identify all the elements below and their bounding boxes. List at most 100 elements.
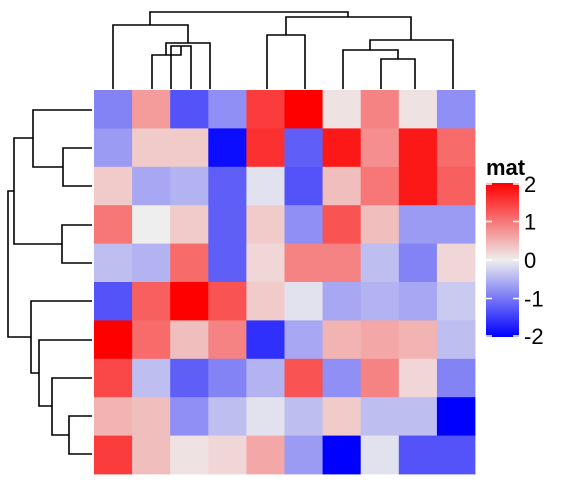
heatmap-cell — [284, 435, 323, 475]
heatmap-cell — [170, 166, 209, 206]
col-dendro-branch — [369, 39, 454, 89]
heatmap-cell — [284, 166, 323, 206]
heatmap-cell — [94, 128, 133, 168]
heatmap-cell — [284, 205, 323, 244]
heatmap-cell — [284, 397, 323, 436]
legend-tick-label: -2 — [524, 324, 544, 349]
heatmap-cell — [170, 435, 209, 475]
heatmap-cell — [436, 90, 476, 129]
heatmap-cell — [322, 435, 362, 475]
heatmap-cell — [170, 243, 209, 283]
heatmap-cell — [246, 358, 285, 398]
col-dendro-branch — [266, 34, 306, 89]
heatmap-cell — [208, 166, 247, 206]
heatmap-cell — [322, 243, 362, 283]
heatmap-cell — [132, 205, 171, 244]
heatmap-cell — [208, 282, 247, 321]
heatmap-cell — [436, 166, 476, 206]
row-dendro-branch — [68, 415, 92, 455]
heatmap-cell — [170, 282, 209, 321]
heatmap-cell — [398, 435, 438, 475]
heatmap-cell — [360, 320, 400, 360]
row-dendro-branch — [30, 300, 92, 374]
heatmap-cell — [170, 205, 209, 244]
heatmap-cell — [322, 128, 362, 168]
heatmap-cell — [246, 90, 285, 129]
heatmap-cell — [284, 358, 323, 398]
heatmap-cell — [322, 166, 362, 206]
row-dendro-branch — [7, 190, 31, 338]
heatmap-cell — [94, 243, 133, 283]
heatmap-cells — [94, 90, 476, 475]
heatmap-cell — [284, 128, 323, 168]
heatmap-cell — [436, 205, 476, 244]
heatmap-cell — [246, 243, 285, 283]
heatmap-cell — [132, 282, 171, 321]
row-dendro-branch — [38, 339, 92, 407]
color-legend: mat 2 1 0 -1 -2 — [486, 155, 544, 349]
heatmap-cell — [170, 320, 209, 360]
heatmap-cell — [322, 205, 362, 244]
heatmap-cell — [94, 320, 133, 360]
row-dendro-branch — [51, 377, 92, 436]
row-dendro-branch — [61, 224, 92, 264]
heatmap-cell — [398, 358, 438, 398]
heatmap-cell — [246, 128, 285, 168]
heatmap-cell — [322, 358, 362, 398]
heatmap-cell — [208, 128, 247, 168]
heatmap-cell — [170, 358, 209, 398]
heatmap-cell — [208, 243, 247, 283]
heatmap-cell — [170, 128, 209, 168]
heatmap-cell — [132, 320, 171, 360]
heatmap-cell — [284, 90, 323, 129]
heatmap-cell — [436, 128, 476, 168]
heatmap-cell — [246, 397, 285, 436]
heatmap-cell — [322, 320, 362, 360]
col-dendro-branch — [380, 58, 416, 89]
heatmap-cell — [94, 358, 133, 398]
legend-title: mat — [486, 155, 526, 180]
heatmap-cell — [94, 166, 133, 206]
heatmap-cell — [246, 282, 285, 321]
heatmap-cell — [398, 397, 438, 436]
heatmap-cell — [132, 397, 171, 436]
heatmap-cell — [208, 435, 247, 475]
heatmap-cell — [132, 435, 171, 475]
column-dendrogram — [112, 11, 454, 89]
row-dendro-branch — [62, 147, 92, 187]
row-dendrogram — [7, 109, 92, 455]
heatmap-cell — [322, 90, 362, 129]
heatmap-cell — [208, 397, 247, 436]
heatmap-cell — [132, 166, 171, 206]
heatmap-cell — [94, 435, 133, 475]
heatmap-cell — [398, 166, 438, 206]
heatmap-cell — [94, 205, 133, 244]
heatmap-cell — [208, 205, 247, 244]
legend-tick-label: 2 — [524, 172, 536, 197]
legend-tick-label: -1 — [524, 287, 544, 312]
heatmap-cell — [94, 397, 133, 436]
legend-ticks: 2 1 0 -1 -2 — [486, 172, 544, 349]
heatmap-cell — [284, 282, 323, 321]
heatmap-cell — [398, 128, 438, 168]
heatmap-cell — [398, 320, 438, 360]
col-dendro-branch — [112, 24, 189, 89]
heatmap-cell — [284, 243, 323, 283]
heatmap-cell — [94, 90, 133, 129]
heatmap-cell — [360, 128, 400, 168]
heatmap-cell — [436, 282, 476, 321]
heatmap-cell — [284, 320, 323, 360]
heatmap-cell — [132, 128, 171, 168]
heatmap-cell — [360, 205, 400, 244]
heatmap-cell — [398, 205, 438, 244]
heatmap-cell — [132, 90, 171, 129]
legend-tick-label: 1 — [524, 210, 536, 235]
col-dendro-branch — [342, 49, 399, 89]
col-dendro-branch — [149, 11, 349, 25]
heatmap-cell — [436, 358, 476, 398]
heatmap-cell — [208, 90, 247, 129]
legend-tick-label: 0 — [524, 248, 536, 273]
heatmap-cell — [170, 90, 209, 129]
heatmap-cell — [360, 358, 400, 398]
